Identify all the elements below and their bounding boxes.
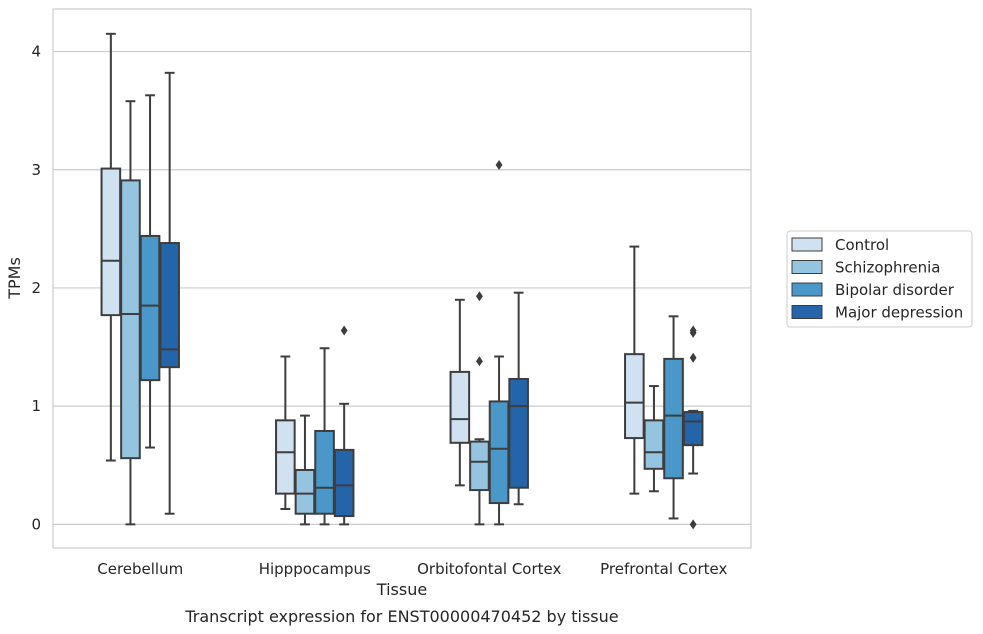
iqr-box — [139, 234, 161, 382]
iqr-box — [643, 419, 665, 470]
iqr-box — [275, 419, 296, 495]
legend-frame — [786, 230, 973, 328]
y-tick-label: 0 — [31, 515, 41, 533]
iqr-box — [469, 440, 490, 492]
iqr-box — [624, 353, 645, 440]
legend-label: Control — [835, 236, 889, 254]
iqr-box — [159, 242, 180, 369]
box-control — [275, 355, 296, 510]
box-bipolar-disorder — [139, 94, 161, 449]
y-tick-label: 4 — [31, 43, 41, 61]
box-schizophrenia — [469, 291, 490, 526]
box-major-depression — [333, 325, 355, 526]
legend-label: Major depression — [835, 304, 963, 322]
y-tick-label: 3 — [31, 161, 41, 179]
iqr-box — [314, 429, 335, 515]
iqr-box — [682, 411, 704, 447]
outlier-marker — [689, 519, 697, 530]
legend-swatch — [791, 237, 823, 252]
box-control — [624, 245, 645, 495]
outlier-marker — [689, 352, 697, 363]
y-axis-title: TPMs — [5, 257, 24, 300]
legend-swatch — [791, 282, 823, 297]
y-tick-labels: 0 1 2 3 4 — [31, 43, 41, 534]
legend: Control Schizophrenia Bipolar disorder Majo… — [786, 230, 973, 328]
box-major-depression — [159, 71, 180, 515]
legend-label: Bipolar disorder — [835, 281, 955, 299]
box-bipolar-disorder — [488, 160, 510, 526]
box-control — [449, 298, 471, 487]
iqr-box — [294, 468, 316, 515]
iqr-box — [508, 377, 529, 489]
box-schizophrenia — [643, 385, 665, 493]
box-schizophrenia — [120, 100, 141, 526]
iqr-box — [333, 448, 355, 518]
iqr-box — [663, 357, 684, 480]
x-axis-title: Tissue — [376, 580, 427, 599]
y-tick-label: 2 — [31, 279, 41, 297]
y-tick-label: 1 — [31, 397, 41, 415]
outlier-marker — [495, 160, 503, 171]
outlier-marker — [476, 356, 483, 367]
iqr-box — [100, 167, 122, 317]
chart-caption: Transcript expression for ENST0000047045… — [184, 607, 618, 626]
iqr-box — [449, 370, 471, 444]
outlier-marker — [476, 291, 483, 302]
legend-swatch — [791, 305, 823, 319]
outlier-marker — [340, 325, 348, 336]
legend-label: Schizophrenia — [835, 259, 940, 277]
x-tick-label: Orbitofontal Cortex — [417, 560, 561, 578]
box-control — [100, 32, 122, 462]
outlier-marker — [689, 325, 697, 336]
box-major-depression — [682, 325, 704, 530]
x-tick-labels: Cerebellum Hipppocampus Orbitofontal Corte… — [97, 560, 727, 578]
x-tick-label: Hipppocampus — [259, 560, 371, 578]
x-tick-label: Cerebellum — [97, 560, 183, 578]
legend-swatch — [791, 260, 823, 274]
box-major-depression — [508, 291, 529, 506]
iqr-box — [488, 400, 510, 505]
x-tick-label: Prefrontal Cortex — [600, 560, 727, 578]
iqr-box — [120, 179, 141, 460]
box-series — [100, 32, 704, 530]
